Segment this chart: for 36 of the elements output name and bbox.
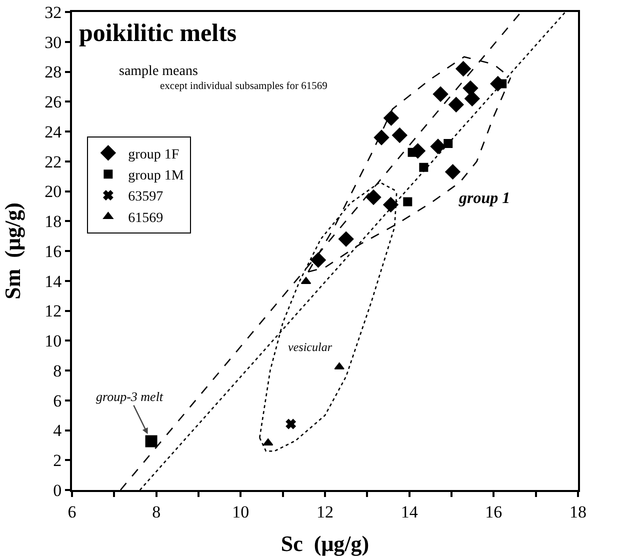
legend-label: 63597 (128, 190, 164, 205)
annotation: except individual subsamples for 61569 (160, 81, 328, 92)
y-tick-label: 24 (44, 122, 62, 142)
x-tick-label: 18 (570, 502, 586, 522)
x-axis-title: Sc (μg/g) (280, 531, 370, 556)
annotation: group 1 (458, 190, 510, 207)
legend-label: group 1M (128, 168, 184, 184)
x-tick-label: 12 (316, 502, 334, 522)
x-tick-label: 8 (152, 502, 161, 522)
chart-title: poikilitic melts (79, 20, 237, 47)
y-tick-label: 8 (53, 361, 62, 380)
legend-label: group 1F (128, 147, 180, 162)
x-tick-label: 10 (232, 502, 250, 522)
y-tick-label: 2 (53, 451, 62, 470)
y-tick-label: 4 (53, 421, 62, 440)
y-tick-label: 28 (44, 62, 62, 82)
y-tick-label: 26 (44, 92, 62, 112)
annotation: vesicular (288, 340, 332, 354)
y-tick-label: 16 (44, 242, 62, 261)
y-tick-label: 10 (44, 332, 62, 351)
y-tick-label: 22 (44, 152, 62, 172)
y-tick-label: 14 (44, 272, 62, 291)
text: sample means (119, 64, 198, 79)
y-tick-label: 0 (53, 480, 62, 500)
x-tick-label: 6 (68, 502, 76, 522)
y-tick-label: 6 (53, 391, 62, 410)
y-tick-label: 32 (44, 2, 62, 22)
y-tick-label: 30 (44, 32, 62, 52)
annotation: group-3 melt (96, 389, 164, 404)
x-tick-label: 16 (485, 502, 502, 522)
legend-label: 61569 (128, 210, 164, 226)
y-tick-label: 18 (44, 212, 62, 232)
y-axis-title: Sm (μg/g) (0, 202, 25, 300)
x-tick-label: 14 (400, 502, 418, 522)
y-tick-label: 20 (44, 182, 62, 202)
y-tick-label: 12 (44, 302, 62, 321)
